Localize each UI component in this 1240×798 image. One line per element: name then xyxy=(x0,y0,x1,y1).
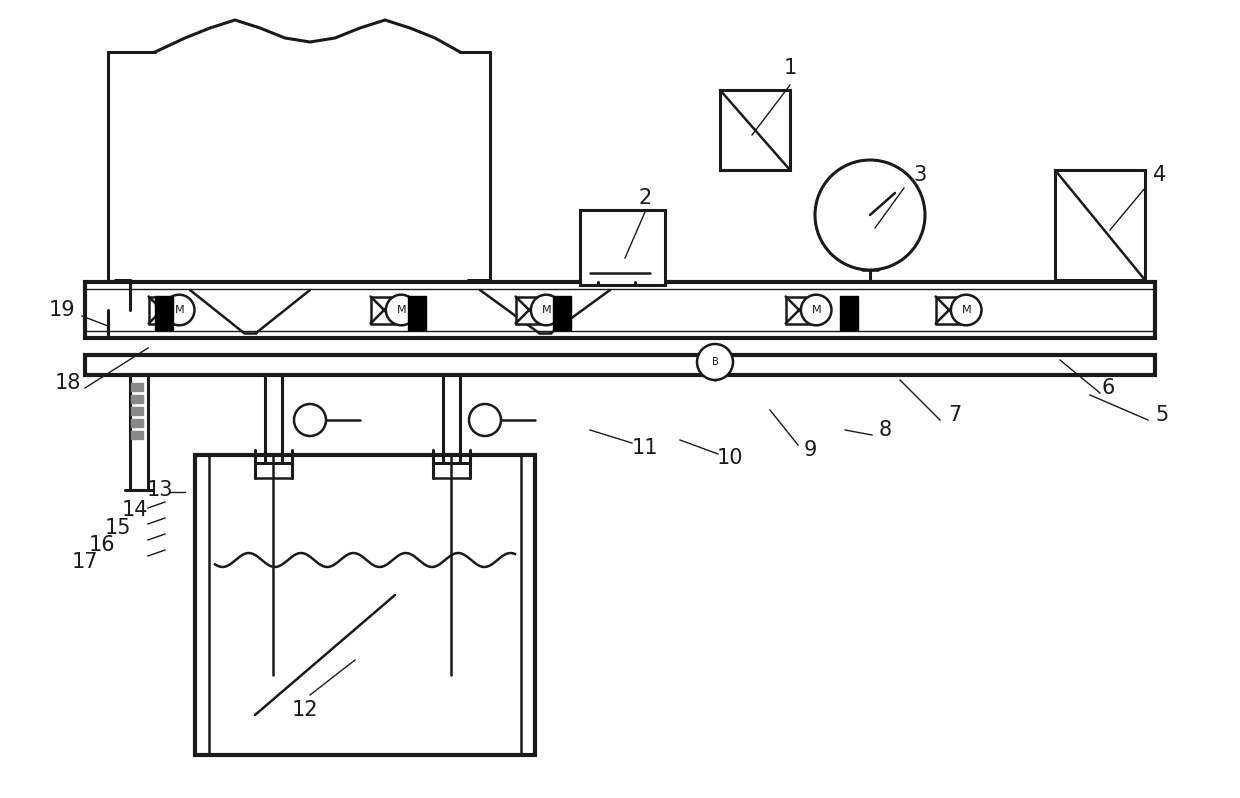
Text: 11: 11 xyxy=(631,438,658,458)
Bar xyxy=(86,282,1154,338)
Text: 7: 7 xyxy=(949,405,962,425)
Bar xyxy=(408,296,427,330)
Bar xyxy=(936,297,962,323)
Bar xyxy=(131,419,143,427)
Circle shape xyxy=(951,294,982,326)
Text: 10: 10 xyxy=(717,448,743,468)
Text: 6: 6 xyxy=(1101,378,1115,398)
Text: 2: 2 xyxy=(639,188,652,208)
Text: 1: 1 xyxy=(784,58,796,78)
Bar xyxy=(839,296,858,330)
Circle shape xyxy=(815,160,925,270)
Text: 19: 19 xyxy=(48,300,76,320)
Text: 12: 12 xyxy=(291,700,319,720)
Bar xyxy=(195,455,534,755)
Text: 17: 17 xyxy=(72,552,98,572)
Text: M: M xyxy=(961,305,971,315)
Text: 5: 5 xyxy=(1156,405,1168,425)
Bar xyxy=(131,383,143,391)
Text: M: M xyxy=(542,305,551,315)
Circle shape xyxy=(531,294,562,326)
Text: M: M xyxy=(811,305,821,315)
Bar xyxy=(131,431,143,439)
Text: 8: 8 xyxy=(878,420,892,440)
Circle shape xyxy=(164,294,195,326)
Bar xyxy=(516,297,543,323)
Text: 13: 13 xyxy=(146,480,174,500)
Text: B: B xyxy=(712,357,718,367)
Text: M: M xyxy=(397,305,405,315)
Text: M: M xyxy=(175,305,184,315)
Text: 4: 4 xyxy=(1153,165,1167,185)
Text: 18: 18 xyxy=(55,373,81,393)
Text: 3: 3 xyxy=(914,165,926,185)
Bar xyxy=(149,297,176,323)
Text: 16: 16 xyxy=(89,535,115,555)
Bar xyxy=(786,297,812,323)
Circle shape xyxy=(386,294,417,326)
Bar xyxy=(131,395,143,403)
Bar xyxy=(553,296,570,330)
Circle shape xyxy=(697,344,733,380)
Bar xyxy=(371,297,398,323)
Text: 15: 15 xyxy=(104,518,131,538)
Text: 14: 14 xyxy=(122,500,149,520)
Text: 9: 9 xyxy=(804,440,817,460)
Bar xyxy=(155,296,174,330)
Circle shape xyxy=(801,294,832,326)
Circle shape xyxy=(294,404,326,436)
Bar xyxy=(131,407,143,415)
Bar xyxy=(86,355,1154,375)
Bar xyxy=(1055,170,1145,280)
Bar xyxy=(720,90,790,170)
Bar xyxy=(580,210,665,285)
Circle shape xyxy=(469,404,501,436)
